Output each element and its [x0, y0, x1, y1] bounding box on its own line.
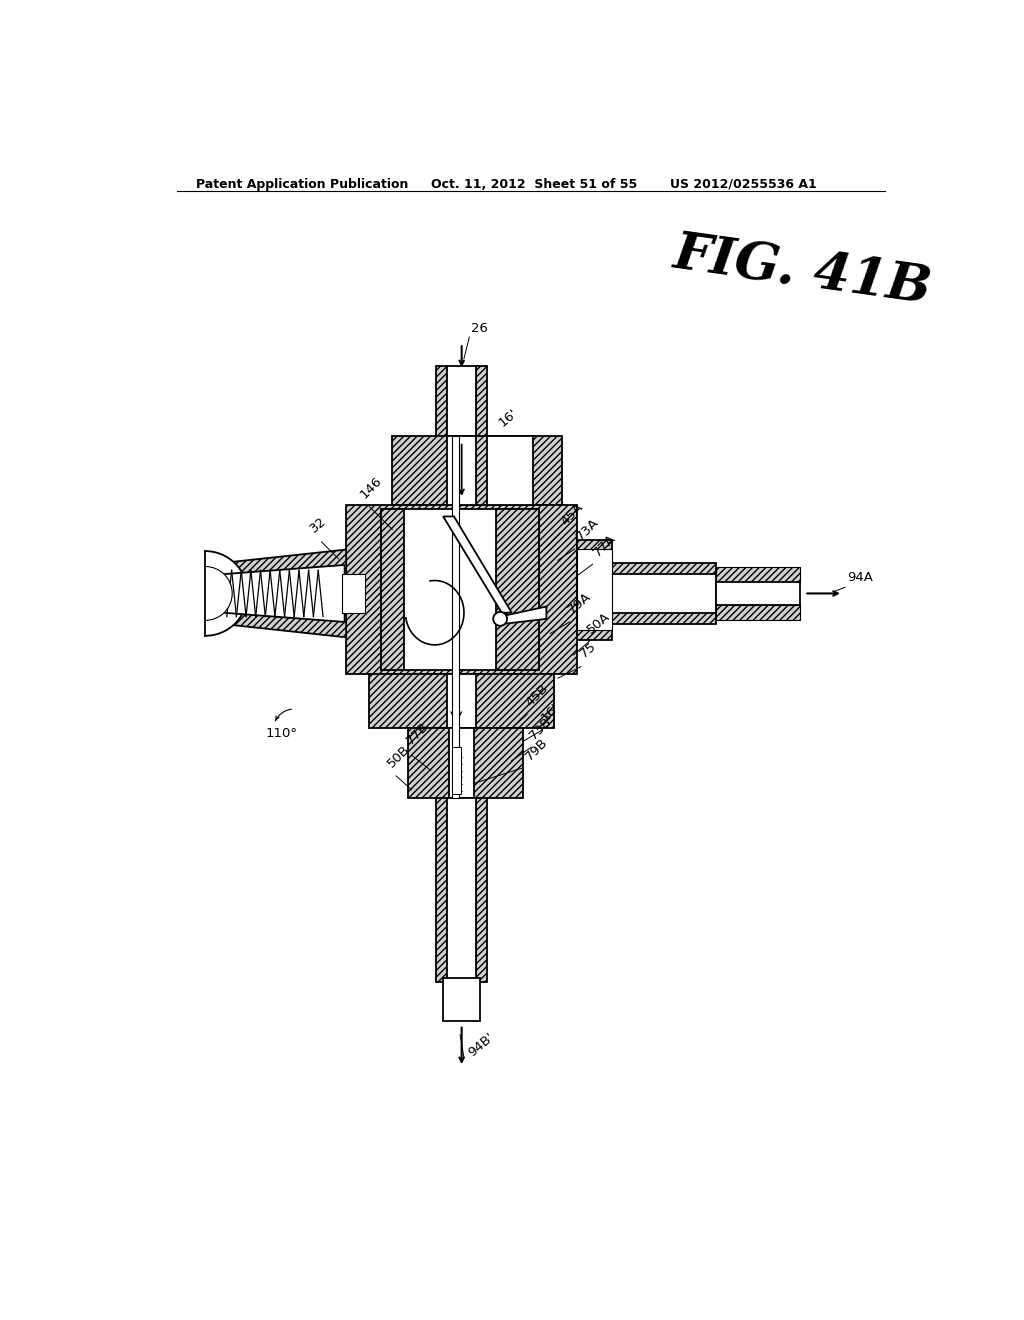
Text: 77B: 77B: [403, 719, 431, 747]
Circle shape: [178, 566, 232, 620]
Polygon shape: [436, 367, 447, 436]
Polygon shape: [392, 436, 562, 506]
Polygon shape: [204, 549, 346, 638]
Polygon shape: [223, 565, 345, 622]
Bar: [578, 549, 611, 631]
Text: 77A: 77A: [591, 531, 618, 558]
Bar: [450, 729, 474, 797]
Text: 73A: 73A: [573, 516, 601, 544]
Polygon shape: [381, 508, 403, 671]
Polygon shape: [476, 367, 487, 436]
Bar: [452, 747, 461, 793]
Bar: [158, 548, 204, 640]
Bar: [452, 436, 460, 797]
Circle shape: [163, 552, 248, 636]
Text: 45B: 45B: [523, 681, 551, 709]
Text: 94A: 94A: [847, 572, 872, 585]
Text: 16': 16': [539, 701, 562, 725]
Polygon shape: [370, 675, 554, 729]
Text: Oct. 11, 2012  Sheet 51 of 55: Oct. 11, 2012 Sheet 51 of 55: [431, 178, 637, 190]
Polygon shape: [408, 729, 523, 797]
Text: 79B: 79B: [523, 735, 551, 763]
Polygon shape: [443, 516, 512, 612]
Bar: [716, 605, 801, 620]
Circle shape: [494, 612, 507, 626]
Text: 75: 75: [578, 640, 599, 660]
Polygon shape: [436, 797, 447, 982]
Text: US 2012/0255536 A1: US 2012/0255536 A1: [670, 178, 816, 190]
Polygon shape: [497, 508, 539, 671]
Text: 50A: 50A: [585, 609, 613, 636]
Text: Patent Application Publication: Patent Application Publication: [196, 178, 409, 190]
Bar: [716, 582, 801, 605]
Text: 32: 32: [307, 515, 329, 536]
Polygon shape: [500, 607, 547, 624]
Text: 146: 146: [357, 474, 385, 502]
Bar: [381, 508, 539, 671]
Polygon shape: [578, 562, 716, 624]
Bar: [581, 574, 716, 612]
Bar: [716, 566, 801, 582]
Text: 26: 26: [471, 322, 487, 335]
Text: 94B': 94B': [466, 1031, 497, 1059]
Bar: [447, 436, 534, 506]
Text: 73B': 73B': [527, 711, 557, 742]
Bar: [443, 978, 480, 1020]
Polygon shape: [346, 506, 578, 675]
Bar: [447, 675, 476, 729]
Text: 50B: 50B: [385, 743, 413, 771]
Polygon shape: [578, 540, 611, 640]
Text: 16': 16': [497, 407, 520, 429]
Text: 79A: 79A: [565, 590, 594, 616]
Bar: [447, 367, 476, 436]
Polygon shape: [476, 797, 487, 982]
Bar: [342, 574, 366, 612]
Text: 110°: 110°: [265, 727, 297, 739]
Text: 45A: 45A: [558, 500, 586, 528]
Text: FIG. 41B: FIG. 41B: [670, 227, 934, 314]
Bar: [447, 797, 476, 982]
Polygon shape: [476, 436, 487, 506]
